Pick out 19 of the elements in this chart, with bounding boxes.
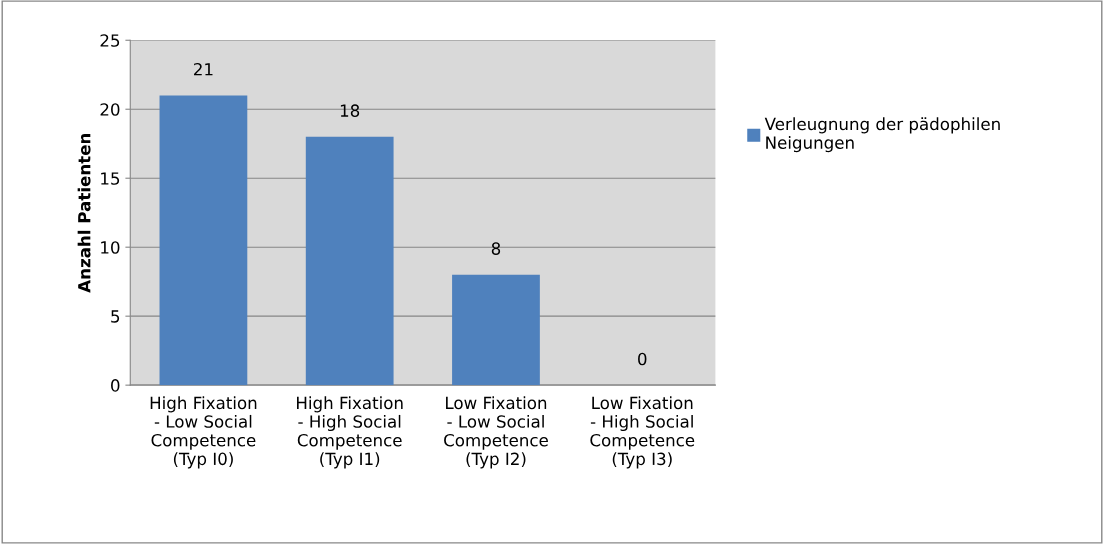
data-label: 21 xyxy=(194,62,213,76)
data-label: 18 xyxy=(340,104,360,117)
x-tick-label: High Fixation - Low Social Competence (Typ I0) xyxy=(150,396,257,469)
y-tick-label: 5 xyxy=(111,310,120,323)
data-label: 8 xyxy=(491,242,501,255)
y-tick-label: 0 xyxy=(111,379,120,392)
x-tick-label: Low Fixation - High Social Competence (Typ I3) xyxy=(590,396,695,469)
bar xyxy=(452,274,540,386)
y-axis-title: Anzahl Patienten xyxy=(77,133,91,293)
bar xyxy=(159,95,248,386)
bar xyxy=(305,136,394,386)
y-tick-label: 20 xyxy=(100,103,120,116)
y-tick-label: 10 xyxy=(101,241,120,254)
x-tick-label: High Fixation - High Social Competence (Typ I1) xyxy=(297,396,403,469)
x-tick-label: Low Fixation - Low Social Competence (Typ I2) xyxy=(444,396,548,469)
y-tick-label: 15 xyxy=(101,172,120,185)
y-tick-label: 25 xyxy=(100,34,120,47)
legend-label: Verleugnung der pädophilen Neigungen xyxy=(764,117,1000,153)
data-label: 0 xyxy=(638,352,647,366)
